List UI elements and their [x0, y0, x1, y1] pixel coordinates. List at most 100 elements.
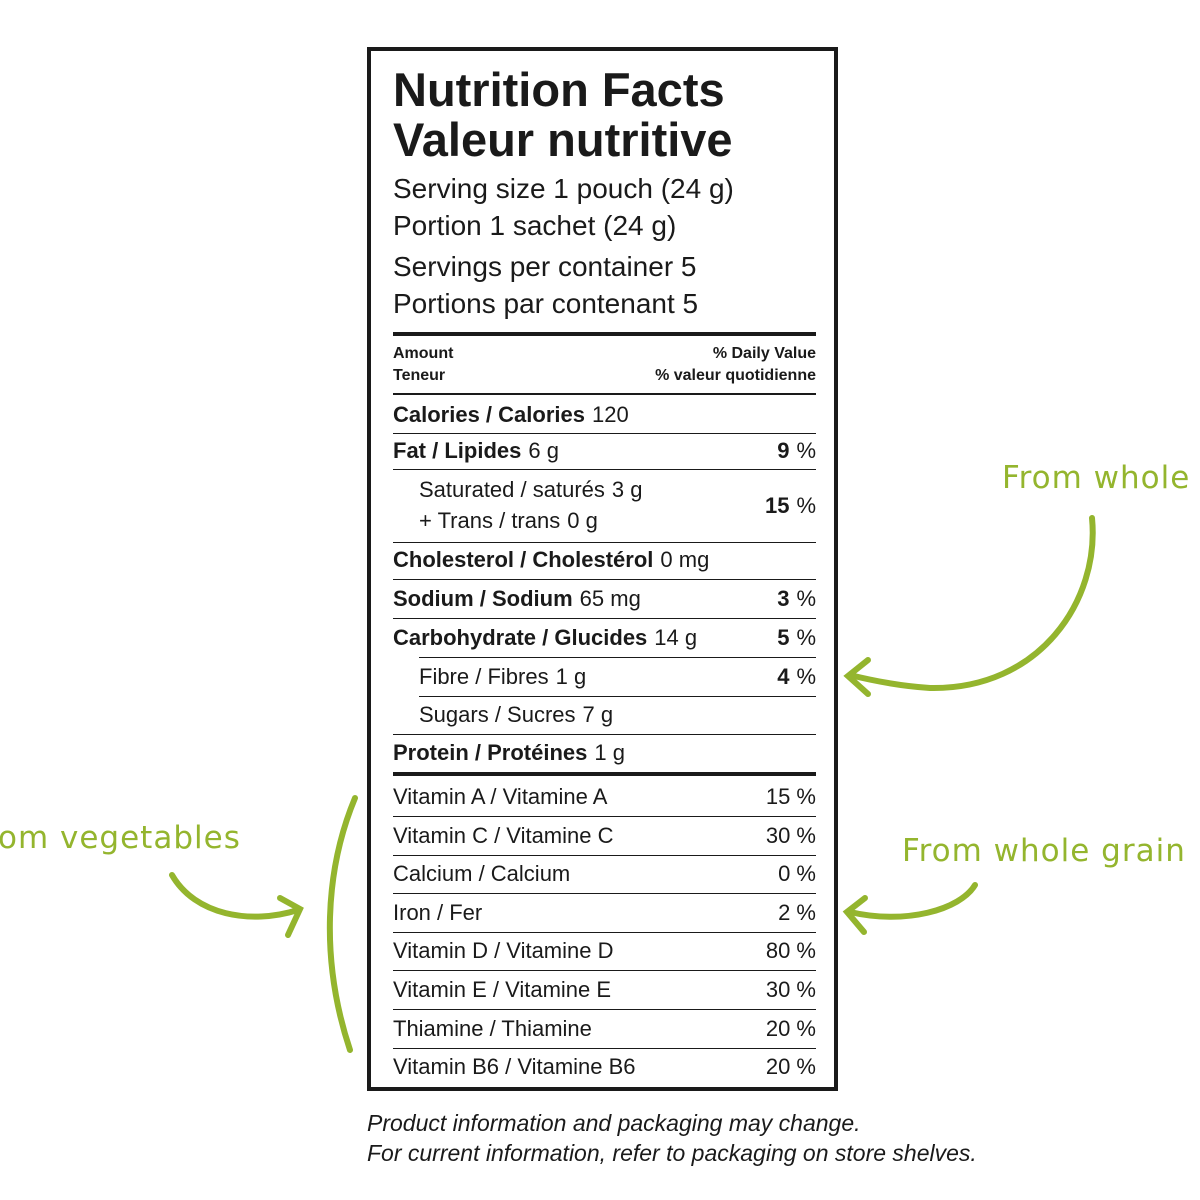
daily-value-unit: % — [796, 664, 816, 689]
vitamin-daily-value: 2 % — [778, 899, 816, 925]
daily-value: 5% — [777, 623, 816, 653]
nutrient-name: Protein / Protéines — [393, 740, 588, 765]
nutrient-name: Sodium / Sodium — [393, 585, 573, 611]
header-daily-value: % valeur quotidienne — [655, 367, 816, 384]
daily-value-number: 4 — [777, 664, 790, 689]
rule — [393, 816, 816, 817]
nutrient-line: + Trans / trans 0 g — [419, 506, 598, 536]
rule — [393, 542, 816, 543]
vitamin-daily-value: 30 % — [765, 822, 816, 848]
nutrient-line: Cholesterol / Cholestérol 0 mg — [393, 545, 709, 575]
vitamin-name: Vitamin C / Vitamine C — [393, 822, 614, 848]
rule — [419, 696, 816, 697]
daily-value-number: 15 — [764, 493, 790, 518]
vitamin-name: Iron / Fer — [393, 899, 483, 925]
vitamin-name: Vitamin B6 / Vitamine B6 — [393, 1054, 636, 1080]
nutrient-amount: 14 g — [654, 624, 698, 650]
daily-value-unit: % — [796, 438, 816, 463]
vitamin-daily-value: 15 % — [765, 784, 816, 809]
header-daily-value: % Daily Value — [712, 345, 816, 362]
nutrient-line: Calories / Calories 120 — [393, 400, 629, 430]
arrow — [169, 872, 301, 920]
nutrient-amount: 1 g — [594, 740, 625, 765]
vitamin-daily-value: 20 % — [765, 1015, 816, 1041]
arrowhead — [842, 895, 868, 935]
nutrient-name: Calories / Calories — [393, 401, 585, 427]
vitamin-name: Vitamin D / Vitamine D — [393, 938, 614, 964]
daily-value-number: 5 — [777, 625, 790, 650]
nutrient-name: Fibre / Fibres — [419, 663, 549, 689]
rule — [393, 332, 816, 336]
daily-value: 9% — [777, 436, 816, 466]
arrowhead — [277, 895, 304, 938]
arrow — [847, 515, 1096, 692]
nutrient-line: Saturated / saturés 3 g — [419, 475, 642, 505]
header-amount: Amount — [393, 345, 454, 362]
annotation: om vegetables — [0, 820, 241, 856]
serving-line: Portion 1 sachet (24 g) — [393, 210, 677, 241]
rule — [393, 772, 816, 776]
serving-line: Servings per container 5 — [393, 251, 697, 282]
rule — [393, 579, 816, 580]
nutrient-amount: 120 — [591, 401, 629, 427]
rule — [393, 393, 816, 395]
annotation: From whole — [1002, 460, 1191, 496]
nutrient-amount: 7 g — [582, 702, 614, 727]
nutrient-line: Protein / Protéines 1 g — [393, 738, 625, 768]
daily-value: 4% — [777, 662, 816, 692]
nutrient-name: Sugars / Sucres — [419, 702, 576, 727]
nutrient-amount: 1 g — [555, 663, 587, 689]
nutrient-line: Fibre / Fibres 1 g — [419, 662, 586, 692]
nutrition-label: Nutrition Facts Valeur nutritive Serving s… — [367, 47, 838, 1091]
daily-value-number: 9 — [777, 438, 790, 463]
nutrient-amount: 0 g — [567, 508, 598, 533]
daily-value-unit: % — [796, 493, 816, 518]
nutrient-line: Sodium / Sodium 65 mg — [393, 584, 641, 614]
nutrient-name: + Trans / trans — [419, 508, 561, 533]
nutrient-name: Carbohydrate / Glucides — [393, 624, 648, 650]
daily-value-unit: % — [796, 586, 816, 611]
nutrient-amount: 3 g — [611, 477, 643, 502]
rule — [393, 931, 816, 933]
serving-line: Serving size 1 pouch (24 g) — [393, 173, 734, 204]
nutrient-amount: 65 mg — [579, 585, 641, 611]
arrow — [847, 882, 978, 920]
nutrient-amount: 0 mg — [660, 547, 710, 572]
header-amount: Teneur — [393, 367, 446, 384]
nutrient-line: Sugars / Sucres 7 g — [419, 700, 613, 730]
daily-value-number: 3 — [777, 586, 790, 611]
daily-value: 3% — [777, 584, 816, 614]
rule — [393, 433, 816, 434]
title: Nutrition Facts — [393, 63, 725, 116]
rule — [393, 1047, 816, 1049]
daily-value: 15% — [765, 491, 816, 521]
nutrient-line: Fat / Lipides 6 g — [393, 436, 559, 466]
footer-line: For current information, refer to packag… — [367, 1140, 977, 1166]
nutrient-name: Fat / Lipides — [393, 437, 522, 463]
vitamin-daily-value: 80 % — [765, 938, 816, 964]
arrowhead — [843, 657, 871, 697]
vitamin-name: Calcium / Calcium — [393, 861, 571, 887]
vitamin-name: Vitamin A / Vitamine A — [393, 784, 608, 809]
vitamin-daily-value: 20 % — [765, 1054, 816, 1080]
vitamin-name: Thiamine / Thiamine — [393, 1015, 592, 1041]
daily-value-unit: % — [796, 625, 816, 650]
vitamin-name: Vitamin E / Vitamine E — [393, 977, 612, 1002]
rule — [393, 854, 816, 856]
title: Valeur nutritive — [393, 113, 733, 166]
vitamin-daily-value: 0 % — [778, 861, 816, 887]
bracket — [326, 795, 358, 1053]
nutrient-name: Cholesterol / Cholestérol — [393, 547, 654, 572]
annotation: From whole grain — [902, 833, 1186, 869]
rule — [393, 970, 816, 972]
footer-line: Product information and packaging may ch… — [367, 1110, 861, 1136]
rule — [393, 893, 816, 895]
nutrient-amount: 6 g — [528, 437, 559, 463]
rule — [393, 1009, 816, 1010]
nutrient-name: Saturated / saturés — [419, 477, 605, 502]
serving-line: Portions par contenant 5 — [393, 288, 699, 319]
nutrient-line: Carbohydrate / Glucides 14 g — [393, 623, 697, 653]
rule — [393, 734, 816, 735]
